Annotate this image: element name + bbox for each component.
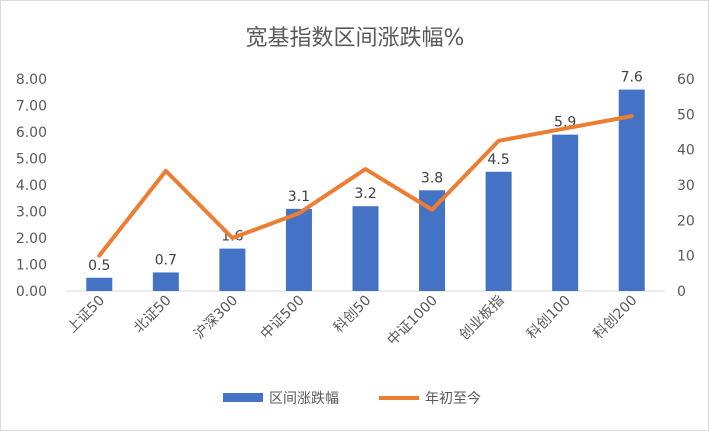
chart-title: 宽基指数区间涨跌幅% bbox=[246, 26, 465, 51]
y-left-tick-label: 3.00 bbox=[16, 205, 47, 221]
bar bbox=[285, 208, 312, 291]
bar bbox=[618, 89, 645, 291]
y-left-tick-label: 6.00 bbox=[16, 125, 47, 141]
x-tick-label: 中证1000 bbox=[385, 293, 441, 349]
legend: 区间涨跌幅 年初至今 bbox=[223, 390, 481, 407]
x-tick-label: 中证500 bbox=[258, 293, 308, 343]
bar bbox=[152, 272, 179, 291]
x-tick-label: 沪深300 bbox=[191, 293, 241, 343]
right-axis: 0 10 20 30 40 50 60 bbox=[677, 72, 695, 300]
y-left-tick-label: 0.00 bbox=[16, 284, 47, 300]
y-right-tick-label: 60 bbox=[677, 72, 695, 88]
x-tick-label: 上证50 bbox=[64, 293, 108, 337]
legend-label-line: 年初至今 bbox=[425, 390, 481, 407]
x-tick-label: 北证50 bbox=[131, 293, 175, 337]
bar-data-label: 0.5 bbox=[88, 258, 110, 274]
bar bbox=[552, 134, 579, 291]
y-right-tick-label: 0 bbox=[677, 284, 686, 300]
x-tick-label: 科创200 bbox=[591, 293, 641, 343]
x-axis-ticks: 上证50 北证50 沪深300 中证500 科创50 中证1000 创业板指 科创100 科创2… bbox=[64, 293, 640, 349]
bar-data-label: 3.8 bbox=[421, 170, 443, 186]
y-right-tick-label: 30 bbox=[677, 178, 695, 194]
bar-data-label: 7.6 bbox=[621, 70, 643, 86]
x-tick-label: 创业板指 bbox=[457, 293, 508, 344]
legend-label-bar: 区间涨跌幅 bbox=[269, 391, 339, 407]
y-right-tick-label: 40 bbox=[677, 143, 695, 159]
y-right-tick-label: 50 bbox=[677, 107, 695, 123]
y-left-tick-label: 7.00 bbox=[16, 99, 47, 115]
left-axis: 0.00 1.00 2.00 3.00 4.00 5.00 6.00 7.00 8.00 bbox=[16, 72, 47, 300]
x-tick-label: 科创100 bbox=[524, 293, 574, 343]
bar-data-label: 0.7 bbox=[155, 252, 177, 268]
bar-data-label: 4.5 bbox=[487, 152, 509, 168]
y-left-tick-label: 8.00 bbox=[16, 72, 47, 88]
bar-data-label: 3.2 bbox=[354, 186, 376, 202]
bar bbox=[86, 277, 113, 291]
y-left-tick-label: 5.00 bbox=[16, 152, 47, 168]
x-tick-label: 科创50 bbox=[331, 293, 375, 337]
line-path bbox=[97, 114, 634, 258]
bar bbox=[219, 248, 246, 291]
y-left-tick-label: 4.00 bbox=[16, 178, 47, 194]
legend-swatch-bar bbox=[223, 393, 263, 402]
line-series bbox=[97, 114, 634, 258]
y-left-tick-label: 2.00 bbox=[16, 231, 47, 247]
bar bbox=[352, 206, 379, 291]
y-right-tick-label: 10 bbox=[677, 249, 695, 265]
y-left-tick-label: 1.00 bbox=[16, 258, 47, 274]
bar bbox=[485, 171, 512, 291]
y-right-tick-label: 20 bbox=[677, 213, 695, 229]
bar-series bbox=[86, 89, 645, 291]
bar-data-label: 3.1 bbox=[288, 189, 310, 205]
